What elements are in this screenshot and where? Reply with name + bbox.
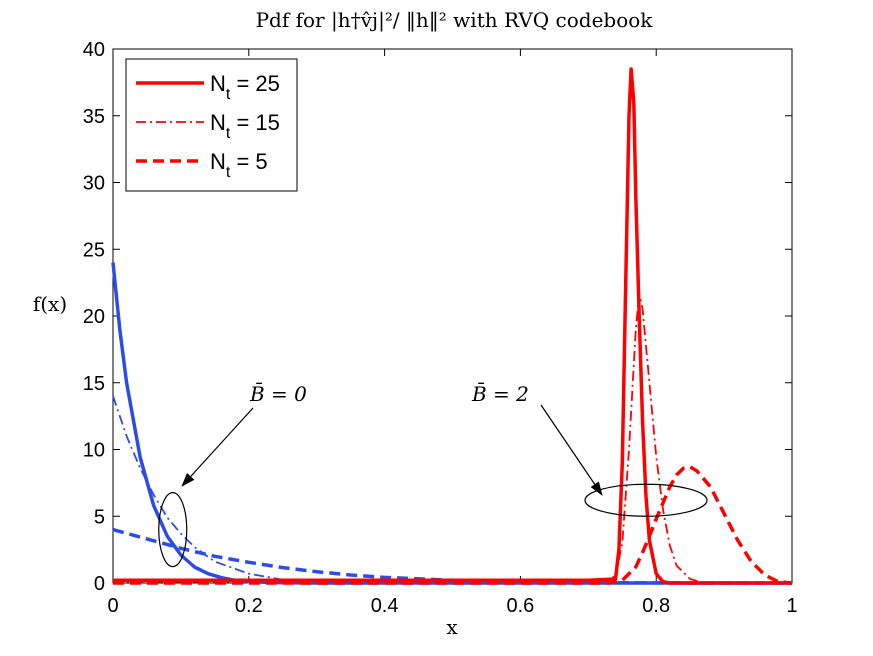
x-tick-label: 0.8 [642, 595, 670, 617]
annotation-arrow-b2 [540, 404, 603, 496]
annotations: B̄ = 0 B̄ = 2 [158, 381, 708, 568]
y-tick-label: 5 [94, 506, 105, 528]
data-series [111, 67, 793, 585]
chart-title: Pdf for |h†v̂j|²/ ‖h‖² with RVQ codebook [256, 8, 654, 33]
x-tick-label: 1 [786, 595, 797, 617]
annotation-arrow-b0 [181, 407, 254, 487]
y-axis-label: f(x) [33, 292, 67, 316]
x-tick-label: 0.6 [506, 595, 534, 617]
series-line-nt25-solid-red [113, 67, 792, 585]
annotation-ellipse-b2 [584, 483, 708, 517]
legend-box [125, 58, 298, 192]
x-axis-label: x [446, 615, 458, 639]
x-tick-label: 0 [107, 595, 118, 617]
y-tick-label: 0 [94, 573, 105, 595]
legend: Nt = 25 Nt = 15 Nt = 5 [125, 58, 298, 192]
y-tick-label: 30 [83, 173, 105, 195]
legend-entry-2: Nt = 15 [210, 110, 280, 142]
y-tick-label: 35 [83, 106, 105, 128]
annotation-ellipse-b0 [158, 491, 188, 568]
y-tick-label: 40 [83, 39, 105, 61]
series-line-nt5-dashed-blue [112, 527, 792, 585]
y-tick-label: 15 [83, 373, 105, 395]
y-tick-label: 25 [83, 239, 105, 261]
y-tick-label: 10 [83, 440, 105, 462]
legend-entry-3: Nt = 5 [210, 149, 268, 181]
legend-entry-1: Nt = 25 [210, 71, 280, 103]
annotation-label-b2: B̄ = 2 [471, 381, 529, 406]
x-tick-label: 0.4 [371, 595, 399, 617]
x-tick-label: 0.2 [235, 595, 263, 617]
y-tick-label: 20 [83, 306, 105, 328]
series-line-nt25-solid-blue [111, 262, 792, 585]
annotation-label-b0: B̄ = 0 [249, 381, 307, 406]
series-line-nt5-dashed-red [113, 465, 793, 585]
series-line-nt15-dashdot-red [113, 292, 792, 584]
